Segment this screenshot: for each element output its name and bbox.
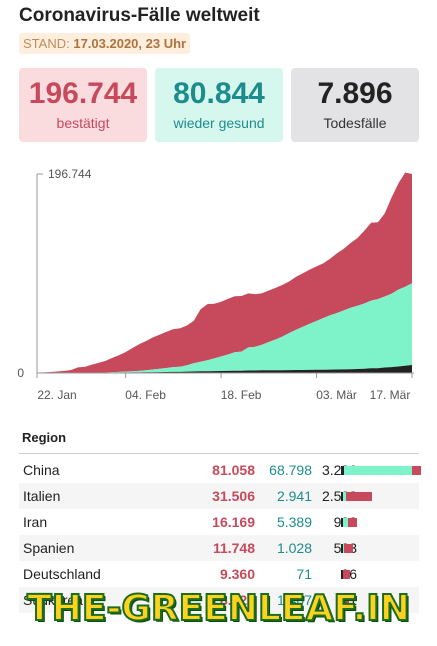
case-ratio-bar — [341, 518, 421, 527]
recovered-segment — [343, 596, 345, 605]
active-segment — [346, 492, 373, 501]
area-series-active — [37, 172, 412, 373]
case-ratio-bar — [341, 570, 421, 579]
active-segment — [348, 518, 357, 527]
confirmed-value: 81.058 — [212, 462, 255, 478]
deaths-segment — [341, 570, 343, 579]
active-segment — [343, 570, 351, 579]
status-timestamp: STAND: 17.03.2020, 23 Uhr — [19, 33, 191, 54]
region-name: China — [23, 462, 60, 478]
confirmed-value: 9.360 — [219, 566, 255, 582]
deaths-segment — [341, 596, 343, 605]
confirmed-card: 196.744 bestätigt — [19, 68, 147, 142]
confirmed-value: 31.506 — [212, 488, 255, 504]
confirmed-value: 16.169 — [212, 514, 255, 530]
recovered-card: 80.844 wieder gesund — [155, 68, 283, 142]
deaths-segment — [341, 492, 344, 501]
table-row: China 81.058 68.798 3.230 — [19, 457, 421, 483]
page-title: Coronavirus-Fälle weltweit — [19, 5, 260, 26]
active-segment — [344, 544, 353, 553]
chart-areas — [37, 172, 412, 373]
x-tick-label: 18. Feb — [221, 388, 262, 402]
case-ratio-bar — [341, 544, 421, 553]
table-row: Italien 31.506 2.941 2.503 — [19, 483, 419, 509]
region-name: Deutschland — [23, 566, 101, 582]
region-name: Italien — [23, 488, 61, 504]
table-row: Südkorea 8.320 1.407 81 — [19, 587, 419, 613]
recovered-label: wieder gesund — [173, 115, 265, 131]
deaths-label: Todesfälle — [323, 115, 387, 131]
deaths-card: 7.896 Todesfälle — [291, 68, 419, 142]
y-tick-label: 0 — [17, 366, 24, 380]
recovered-value: 68.798 — [269, 462, 312, 478]
deaths-count: 7.896 — [317, 77, 393, 110]
recovered-value: 5.389 — [276, 514, 312, 530]
region-name: Iran — [23, 514, 48, 530]
recovered-segment — [344, 466, 413, 475]
region-table: China 81.058 68.798 3.230 Italien 31.506 2.941… — [19, 457, 421, 613]
chart-axes: 0 196.744 22. Jan 04. Feb 18. Feb 03. Mär 17. … — [17, 167, 414, 402]
x-tick-label: 22. Jan — [37, 388, 76, 402]
watermark: THE-GREENLEAF.IN — [26, 587, 411, 630]
x-tick-label: 03. Mär — [316, 388, 357, 402]
region-name: Spanien — [23, 540, 75, 556]
stand-label: STAND: — [23, 36, 70, 51]
x-tick-label: 17. Mär — [370, 388, 411, 402]
deaths-segment — [341, 518, 343, 527]
deaths-segment — [341, 544, 343, 553]
recovered-value: 71 — [296, 566, 312, 582]
active-segment — [412, 466, 421, 475]
recovered-segment — [343, 544, 344, 553]
confirmed-value: 8.320 — [219, 592, 255, 608]
recovered-value: 2.941 — [276, 488, 312, 504]
confirmed-value: 11.748 — [212, 540, 255, 556]
stand-value: 17.03.2020, 23 Uhr — [73, 36, 187, 51]
case-ratio-bar — [341, 492, 421, 501]
table-header-divider — [19, 453, 419, 454]
area-chart: 0 196.744 22. Jan 04. Feb 18. Feb 03. Mär 17. … — [17, 167, 414, 402]
recovered-value: 1.407 — [276, 592, 312, 608]
active-segment — [344, 596, 350, 605]
region-name: Südkorea — [23, 592, 83, 608]
area-series-deaths — [37, 365, 412, 373]
region-column-header: Region — [22, 430, 67, 445]
area-series-recovered — [37, 283, 412, 373]
recovered-value: 1.028 — [276, 540, 312, 556]
x-tick-label: 04. Feb — [125, 388, 166, 402]
confirmed-label: bestätigt — [56, 115, 110, 131]
case-ratio-bar — [341, 466, 421, 475]
recovered-segment — [343, 518, 349, 527]
confirmed-count: 196.744 — [28, 77, 138, 110]
deaths-segment — [341, 466, 345, 475]
y-tick-label: 196.744 — [48, 167, 92, 181]
recovered-count: 80.844 — [173, 77, 265, 110]
recovered-segment — [343, 492, 347, 501]
case-ratio-bar — [341, 596, 421, 605]
